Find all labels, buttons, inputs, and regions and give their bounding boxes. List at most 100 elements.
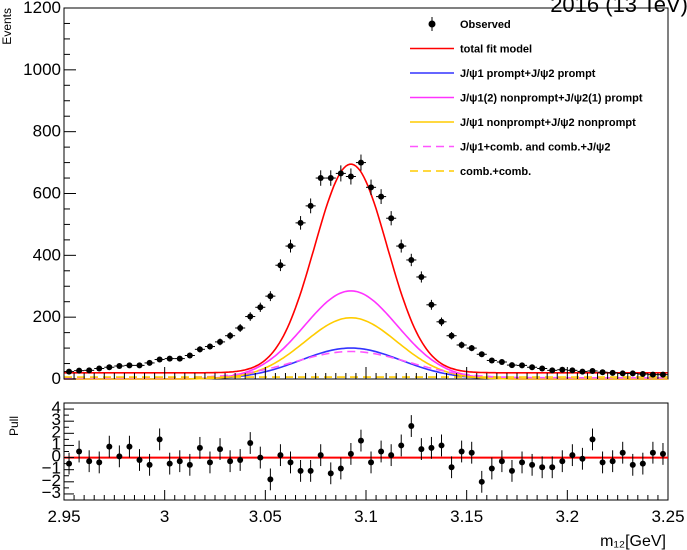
observed-point [154,356,165,363]
observed-point [114,363,125,370]
observed-point [144,359,155,366]
x-tick-label: 3.2 [556,507,580,526]
observed-point [255,302,266,312]
pull-point [378,440,385,463]
observed-point [94,365,105,372]
pull-points [66,415,666,493]
pull-point [478,470,485,493]
legend-entry: J/ψ1 nonprompt+J/ψ2 nonprompt [410,117,636,129]
pull-y-tick-label: 0 [52,447,61,466]
observed-point [506,362,517,369]
pull-point [519,451,526,474]
pull-point [136,449,143,471]
pull-point [649,441,656,464]
fit-curve-0 [64,163,668,374]
pull-point [267,468,274,491]
observed-point [527,364,538,371]
observed-point [466,344,477,352]
observed-point [406,253,417,267]
pull-point [76,440,83,463]
pull-point [498,450,505,473]
svg-text:J/ψ1+comb. and comb.+J/ψ2: J/ψ1+comb. and comb.+J/ψ2 [460,142,610,154]
observed-point [104,364,115,371]
y-axis-title: Events [0,8,14,45]
observed-point [617,370,628,377]
observed-point [607,369,618,376]
x-axis-title: m₁₂[GeV] [600,533,666,550]
main-x-ticks [63,367,669,379]
pull-point [126,435,133,458]
observed-point [627,370,638,377]
legend-entry: J/ψ1 prompt+J/ψ2 prompt [410,68,596,80]
observed-point [647,371,658,378]
legend: Observed total fit model J/ψ1 prompt+J/ψ2 … [410,17,643,178]
pull-point [398,434,405,457]
observed-point [376,189,387,205]
pull-point [227,450,234,473]
pull-y-tick-label: 1 [52,434,61,453]
pull-point [247,432,254,454]
pull-point [579,447,586,470]
pull-point [619,441,626,464]
observed-point [295,216,306,230]
observed-point [184,352,195,359]
pull-point [388,444,395,467]
x-tick-label: 2.95 [47,507,80,526]
x-tick-label: 3.05 [249,507,282,526]
pull-y-tick-label: 4 [52,398,61,417]
svg-text:J/ψ1 prompt+J/ψ2 prompt: J/ψ1 prompt+J/ψ2 prompt [460,68,596,80]
pull-point [539,456,546,479]
observed-point [345,168,356,185]
observed-point [174,355,185,362]
pull-axis-title: Pull [7,416,21,436]
pull-point [428,436,435,459]
fit-curves [64,163,668,380]
pull-point [166,452,173,475]
pull-point [609,450,616,473]
pull-point [176,450,183,473]
pull-point [468,441,475,464]
pull-point [156,428,163,451]
observed-point [547,367,558,374]
pull-point [458,440,465,463]
observed-point [245,312,256,321]
pull-point [357,429,364,452]
pull-point [508,459,515,482]
observed-point [335,165,346,182]
pull-x-axis: 2.95 3 3.05 3.1 3.15 3.2 3.25 [47,490,685,526]
pull-y-tick-label: −3 [42,483,61,502]
x-tick-label: 3.15 [450,507,483,526]
observed-point [446,332,457,340]
pull-point [317,444,324,467]
observed-point [315,170,326,186]
pull-point [237,449,244,471]
svg-text:J/ψ1(2) nonprompt+J/ψ2(1) prom: J/ψ1(2) nonprompt+J/ψ2(1) prompt [460,93,643,105]
observed-point [416,271,427,283]
pull-point [559,450,566,473]
pull-y-tick-label: 2 [52,422,61,441]
y-tick-label: 400 [33,245,61,264]
observed-point [396,239,407,253]
observed-point [386,211,397,226]
legend-entry: total fit model [410,44,532,56]
y-tick-label: 200 [33,307,61,326]
pull-point [186,453,193,476]
pull-y-tick-label: 3 [52,410,61,429]
observed-point [597,369,608,376]
pull-point [589,428,596,451]
pull-point [277,444,284,467]
observed-point [577,368,588,375]
pull-point [196,436,203,459]
pull-point [206,451,213,474]
main-y-axis: 0 200 400 600 800 1000 1200 [23,0,76,388]
observed-point [225,332,236,340]
observed-point [426,299,437,310]
legend-entry: comb.+comb. [410,166,531,178]
pull-point [327,462,334,485]
pull-point [368,451,375,474]
x-tick-label: 3.1 [354,507,378,526]
pull-point [629,453,636,476]
pull-point [287,451,294,474]
